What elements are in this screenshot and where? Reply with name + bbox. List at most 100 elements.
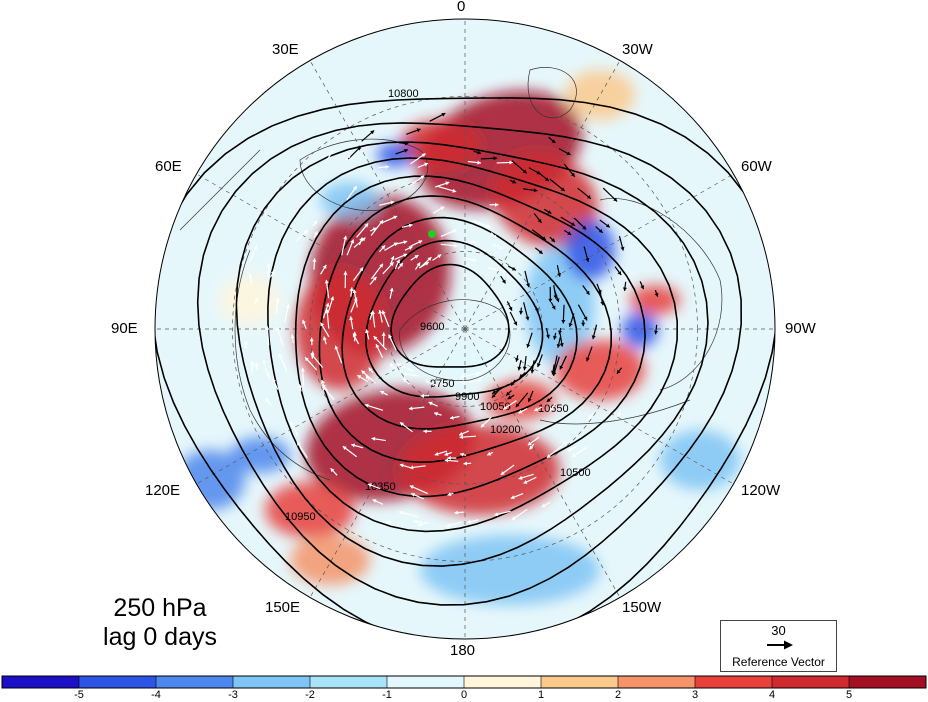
- wind-arrow: [432, 206, 445, 214]
- wind-arrow: [480, 156, 498, 161]
- wind-arrow: [262, 359, 267, 372]
- wind-arrow: [454, 510, 464, 515]
- wind-arrow: [398, 141, 409, 146]
- wind-arrow: [561, 304, 566, 324]
- wind-arrow: [399, 421, 413, 433]
- wind-arrow: [344, 154, 352, 161]
- colorbar-tick: -5: [74, 689, 84, 701]
- anomaly-patch: [555, 340, 645, 400]
- wind-arrow: [581, 320, 586, 327]
- wind-arrow: [466, 257, 477, 263]
- wind-arrow: [381, 332, 386, 347]
- height-contour: [235, 141, 709, 567]
- wind-arrow: [591, 324, 598, 340]
- wind-arrow: [434, 450, 448, 456]
- wind-arrow: [266, 263, 271, 278]
- height-contour: [155, 97, 775, 639]
- colorbar-swatch: [772, 676, 850, 688]
- wind-arrow: [533, 406, 543, 412]
- contour-label: 10350: [365, 481, 396, 493]
- contour-label: 10050: [480, 401, 511, 413]
- wind-arrow: [506, 301, 513, 311]
- wind-arrow: [417, 162, 429, 169]
- wind-arrow: [602, 187, 618, 202]
- height-contour: [318, 195, 613, 464]
- anomaly-patch: [485, 380, 555, 420]
- anomaly-patch: [265, 482, 355, 538]
- wind-arrow: [266, 371, 271, 379]
- wind-arrow: [654, 290, 659, 297]
- wind-arrow: [563, 163, 576, 178]
- wind-arrow: [330, 467, 338, 476]
- wind-arrow: [551, 355, 558, 375]
- wind-arrow: [296, 441, 308, 459]
- wind-arrow: [509, 179, 517, 184]
- wind-arrow: [510, 493, 524, 500]
- contour-label: 10800: [388, 88, 419, 100]
- wind-arrow: [599, 219, 611, 228]
- wind-arrow: [556, 264, 562, 277]
- wind-arrow: [402, 372, 419, 377]
- wind-arrow: [425, 380, 438, 387]
- wind-arrow: [470, 240, 477, 245]
- wind-arrow: [544, 208, 552, 215]
- wind-arrow: [549, 236, 556, 243]
- meridian: [309, 328, 466, 598]
- wind-arrow: [272, 378, 279, 390]
- wind-arrow: [346, 239, 355, 256]
- colorbar: [1, 675, 927, 689]
- reference-arrow-icon: [767, 640, 793, 650]
- wind-arrow: [463, 461, 472, 466]
- wind-arrow: [577, 304, 588, 321]
- wind-arrow: [347, 146, 362, 160]
- wind-arrow: [414, 262, 421, 270]
- meridian: [196, 173, 466, 330]
- wind-arrow: [505, 390, 512, 397]
- wind-arrow: [526, 332, 533, 348]
- meridian: [464, 173, 734, 330]
- wind-arrow: [432, 254, 442, 261]
- wind-arrow: [459, 435, 476, 440]
- wind-arrow: [622, 281, 628, 292]
- wind-arrow: [290, 421, 299, 436]
- colorbar-tick: 1: [537, 689, 545, 701]
- colorbar-swatch: [849, 676, 927, 688]
- map-boundary: [154, 18, 776, 640]
- wind-arrow: [447, 492, 454, 497]
- wind-arrow: [433, 411, 442, 416]
- wind-arrow: [264, 397, 272, 406]
- wind-arrow: [496, 160, 513, 165]
- lon-label-0: 0: [457, 0, 466, 15]
- wind-arrow: [533, 213, 542, 224]
- wind-arrow: [527, 436, 540, 446]
- wind-arrow: [380, 390, 388, 396]
- wind-arrow: [563, 229, 572, 236]
- wind-arrow: [356, 223, 369, 238]
- height-contour: [294, 175, 646, 498]
- wind-arrow: [399, 463, 413, 469]
- wind-arrow: [310, 351, 315, 359]
- wind-arrow: [420, 393, 430, 398]
- wind-arrow: [446, 521, 463, 528]
- wind-arrow: [399, 510, 419, 518]
- wind-arrow: [243, 341, 248, 349]
- wind-arrow: [309, 337, 314, 346]
- wind-arrow: [352, 333, 360, 345]
- wind-arrow: [381, 215, 398, 224]
- wind-arrow: [559, 333, 564, 347]
- wind-arrow: [275, 326, 284, 346]
- wind-arrow: [346, 185, 358, 201]
- wind-arrow: [598, 289, 605, 306]
- wind-arrow: [343, 271, 348, 289]
- wind-arrow: [487, 267, 507, 274]
- wind-arrow: [349, 316, 354, 330]
- wind-arrow: [352, 267, 364, 282]
- wind-arrow: [511, 160, 528, 174]
- base-point-marker: [428, 230, 436, 238]
- wind-arrow: [458, 430, 470, 436]
- height-contour: [364, 239, 544, 398]
- anomaly-patch: [622, 312, 658, 348]
- wind-arrow: [573, 217, 587, 230]
